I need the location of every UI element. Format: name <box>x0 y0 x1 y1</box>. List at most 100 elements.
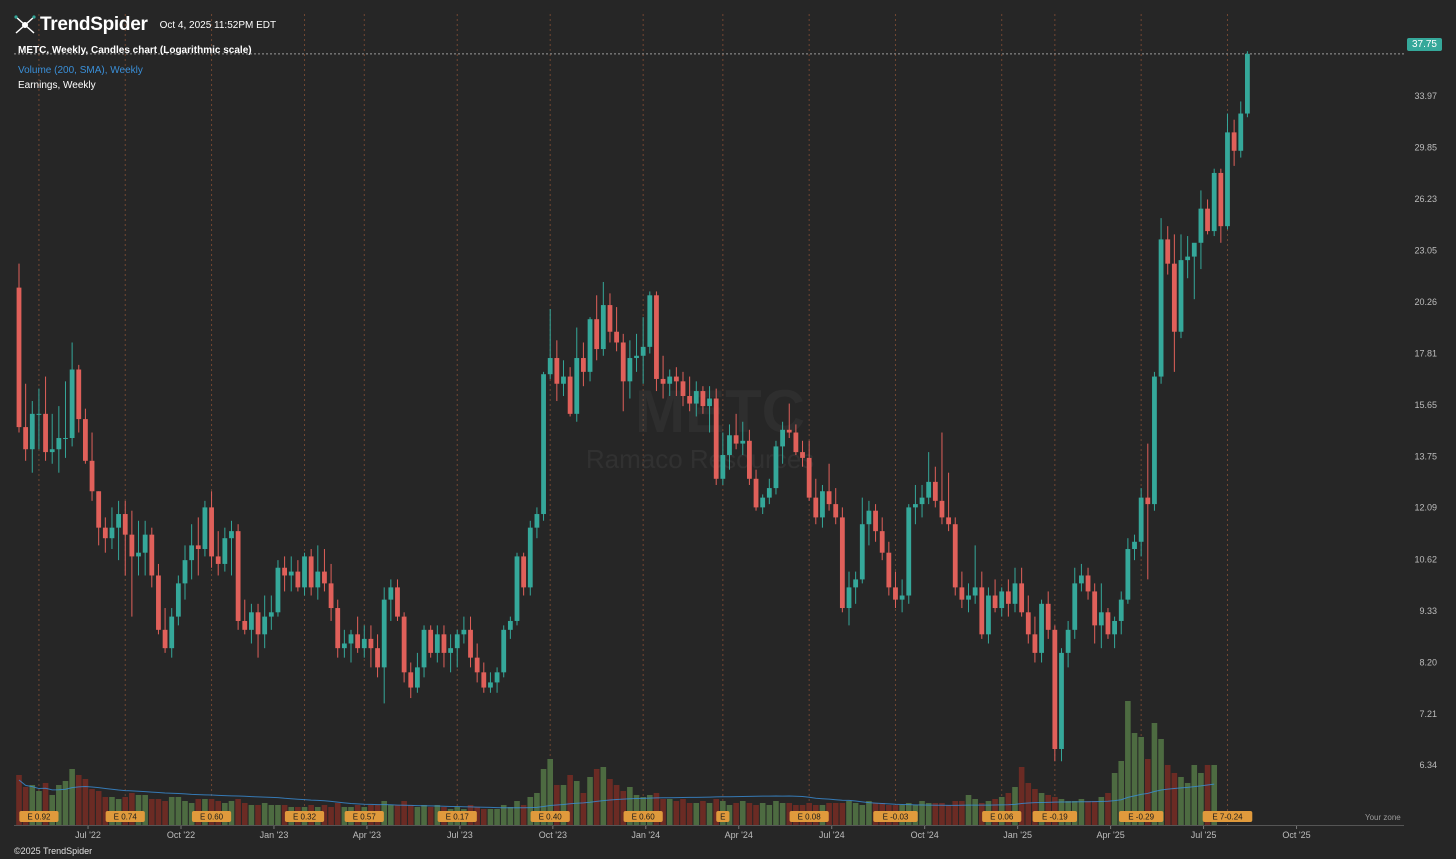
volume-bar <box>235 799 241 825</box>
candle-body <box>607 305 613 332</box>
volume-bar <box>527 797 534 825</box>
chart-title[interactable]: METC, Weekly, Candles chart (Logarithmic… <box>18 45 252 56</box>
volume-bar <box>1164 765 1171 825</box>
candle-body <box>913 504 918 508</box>
candle-body <box>700 391 706 407</box>
volume-bar <box>1138 737 1144 825</box>
volume-bar <box>102 797 109 825</box>
candle-body <box>1065 629 1071 653</box>
volume-bar <box>494 809 500 825</box>
candle-body <box>906 507 912 596</box>
volume-bar <box>500 805 507 825</box>
earnings-badge-label: E 0.74 <box>114 813 138 822</box>
volume-bar <box>16 775 22 825</box>
volume-bar <box>248 805 255 825</box>
candle-body <box>242 620 248 630</box>
candle-body <box>554 358 560 384</box>
candle-body <box>474 657 480 673</box>
volume-bar <box>175 797 182 825</box>
candle-body <box>1085 575 1091 592</box>
earnings-badge-label: E 0.08 <box>798 813 822 822</box>
candle-body <box>76 369 82 420</box>
time-axis-tick: Jul '25 <box>1191 830 1217 840</box>
volume-bar <box>1118 761 1125 825</box>
volume-bar <box>633 795 640 825</box>
volume-bar <box>1098 797 1105 825</box>
candle-body <box>654 295 659 379</box>
candle-body <box>1105 612 1111 635</box>
candle-body <box>660 378 666 384</box>
candle-body <box>1178 260 1184 332</box>
price-axis-tick: 29.85 <box>1414 142 1437 152</box>
volume-bar <box>1198 773 1204 825</box>
candle-body <box>401 616 407 673</box>
volume-bar <box>520 805 527 825</box>
volume-bar <box>759 803 766 825</box>
earnings-indicator-label[interactable]: Earnings, Weekly <box>18 80 96 91</box>
earnings-badge <box>284 811 325 822</box>
candle-body <box>63 438 68 440</box>
candle-body <box>468 629 473 658</box>
volume-bar <box>182 801 188 825</box>
price-axis-tick: 23.05 <box>1414 245 1437 255</box>
volume-indicator-label[interactable]: Volume (200, SMA), Weekly <box>18 65 143 76</box>
volume-bar <box>607 779 613 825</box>
candle-body <box>939 500 945 518</box>
candle-body <box>488 682 493 688</box>
volume-bar <box>1078 799 1085 825</box>
candle-body <box>1112 620 1117 635</box>
candle-body <box>541 374 546 515</box>
candle-body <box>574 358 580 414</box>
volume-bar <box>407 805 414 825</box>
time-axis-tick: Oct '24 <box>911 830 939 840</box>
candle-body <box>879 531 885 553</box>
volume-bar <box>627 787 633 825</box>
candle-body <box>255 612 261 635</box>
candle-body <box>1079 575 1084 584</box>
volume-bar <box>620 791 627 825</box>
volume-bar <box>567 775 573 825</box>
volume-bar <box>932 803 939 825</box>
price-axis-tick: 10.62 <box>1414 554 1437 564</box>
volume-bar <box>653 793 660 825</box>
volume-bar <box>1191 765 1198 825</box>
candle-body <box>720 454 726 479</box>
price-axis-tick: 15.65 <box>1414 400 1437 410</box>
candle-body <box>680 381 686 397</box>
volume-bar <box>593 769 600 825</box>
volume-bar <box>560 785 567 825</box>
candle-body <box>448 648 453 653</box>
candle-body <box>893 587 898 600</box>
volume-bar <box>826 803 832 825</box>
candle-body <box>89 460 95 492</box>
time-axis-tick: Jan '25 <box>1003 830 1032 840</box>
candle-body <box>341 643 347 649</box>
volume-bar <box>1204 765 1211 825</box>
candle-body <box>1045 603 1051 630</box>
earnings-badge-label: E 7-0.24 <box>1212 813 1243 822</box>
volume-bar <box>733 803 739 825</box>
candle-body <box>348 634 354 644</box>
volume-bar <box>261 803 268 825</box>
candle-body <box>853 579 859 588</box>
volume-bar <box>162 801 168 825</box>
candle-body <box>182 560 188 584</box>
volume-bar <box>1045 795 1051 825</box>
candle-body <box>49 449 55 453</box>
candle-body <box>1158 239 1164 377</box>
volume-bar <box>334 803 341 825</box>
volume-bar <box>859 805 866 825</box>
earnings-badge <box>1118 811 1164 822</box>
candle-body <box>800 452 805 458</box>
candle-body <box>156 575 161 630</box>
earnings-badge <box>982 811 1022 822</box>
volume-bar <box>693 803 700 825</box>
volume-bar <box>394 805 401 825</box>
volume-bar <box>1158 739 1164 825</box>
volume-bar <box>1025 783 1032 825</box>
candle-body <box>1072 583 1078 630</box>
candle-body <box>1211 172 1217 232</box>
candle-body <box>175 583 181 617</box>
